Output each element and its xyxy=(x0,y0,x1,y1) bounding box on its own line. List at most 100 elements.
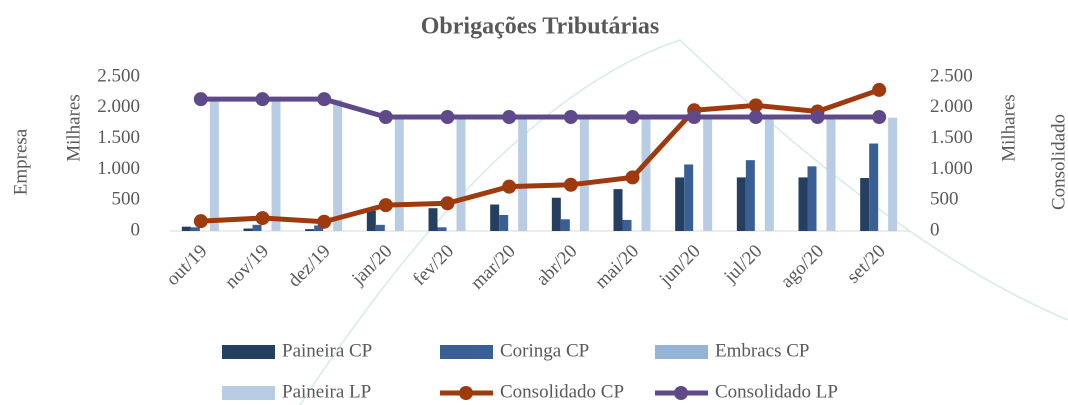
legend-label: Coringa CP xyxy=(500,340,589,361)
bar xyxy=(579,117,589,231)
line-marker xyxy=(440,196,455,211)
x-tick-label: fev/20 xyxy=(409,241,458,290)
x-tick-label: nov/19 xyxy=(221,241,273,293)
y-tick-label: 1.000 xyxy=(97,158,140,179)
line-marker xyxy=(317,214,332,229)
bar xyxy=(745,160,755,231)
line-marker xyxy=(255,211,270,226)
legend-label: Embracs CP xyxy=(715,340,809,361)
bar xyxy=(888,117,898,231)
bar xyxy=(560,219,570,231)
x-tick-label: abr/20 xyxy=(532,241,581,290)
bar xyxy=(252,224,262,231)
legend-marker xyxy=(674,386,688,400)
bar xyxy=(305,229,315,231)
bar xyxy=(190,227,200,231)
y2-tick-label: 500 xyxy=(930,189,959,210)
line-marker xyxy=(872,82,887,97)
legend-label: Paineira CP xyxy=(282,340,372,361)
y-tick-label: 1.500 xyxy=(97,127,140,148)
bar xyxy=(181,226,191,231)
bar xyxy=(333,99,343,232)
bar xyxy=(798,177,808,231)
bar xyxy=(613,189,623,231)
line xyxy=(200,87,880,225)
bar xyxy=(764,117,774,231)
line-marker xyxy=(625,170,640,185)
bar xyxy=(490,204,500,231)
line-marker xyxy=(255,92,270,107)
bar xyxy=(394,117,404,231)
legend-label: Consolidado CP xyxy=(500,381,624,402)
legend-swatch xyxy=(222,386,275,400)
line-marker xyxy=(748,98,763,113)
bar xyxy=(314,225,324,231)
bar xyxy=(860,178,870,231)
line-marker xyxy=(748,110,763,125)
background-decoration xyxy=(299,39,1068,405)
legend-swatch xyxy=(222,345,275,359)
x-tick-label: dez/19 xyxy=(284,241,335,292)
line-marker xyxy=(378,110,393,125)
line-marker xyxy=(317,92,332,107)
bar xyxy=(499,214,509,231)
line-marker xyxy=(687,110,702,125)
y-axis-unit: Milhares xyxy=(63,94,84,162)
bar xyxy=(366,210,376,231)
legend-swatch xyxy=(440,345,493,359)
line-marker xyxy=(563,177,578,192)
y-axis-title: Empresa xyxy=(10,128,31,195)
bar xyxy=(826,117,836,231)
y2-tick-label: 1.000 xyxy=(930,158,973,179)
line-marker xyxy=(502,110,517,125)
x-tick-label: jul/20 xyxy=(720,241,767,288)
bar xyxy=(271,99,281,232)
bar xyxy=(736,177,746,231)
y-tick-label: 2.500 xyxy=(97,65,140,86)
line-marker xyxy=(563,110,578,125)
x-tick-label: set/20 xyxy=(843,241,890,288)
bar xyxy=(551,197,561,231)
x-tick-label: out/19 xyxy=(162,241,211,290)
y-tick-label: 0 xyxy=(131,219,141,240)
x-tick-label: ago/20 xyxy=(777,241,828,292)
legend-swatch xyxy=(655,345,708,359)
bar xyxy=(675,177,685,231)
legend-label: Consolidado LP xyxy=(715,381,838,402)
bar xyxy=(518,117,528,231)
bar xyxy=(437,227,447,231)
bar xyxy=(375,224,385,231)
line-marker xyxy=(193,214,208,229)
y2-axis-title: Consolidado xyxy=(1048,114,1068,210)
x-tick-label: mar/20 xyxy=(467,241,520,294)
line-marker xyxy=(193,92,208,107)
bar xyxy=(703,117,713,231)
line-marker xyxy=(872,110,887,125)
bar xyxy=(456,117,466,231)
y-tick-label: 2.000 xyxy=(97,96,140,117)
bar xyxy=(641,117,651,231)
x-tick-label: jun/20 xyxy=(655,241,705,291)
line-marker xyxy=(378,198,393,213)
bar xyxy=(209,99,219,232)
x-tick-label: jan/20 xyxy=(347,241,396,290)
y2-axis-unit: Milhares xyxy=(998,94,1019,162)
line xyxy=(200,96,880,120)
line-marker xyxy=(810,110,825,125)
y-tick-label: 500 xyxy=(112,189,141,210)
legend-label: Paineira LP xyxy=(282,381,371,402)
bar xyxy=(622,219,632,231)
bar xyxy=(684,164,694,231)
bar xyxy=(243,228,253,231)
legend-marker xyxy=(459,386,473,400)
chart-title: Obrigações Tributárias xyxy=(421,14,659,40)
y2-tick-label: 2.000 xyxy=(930,96,973,117)
line-marker xyxy=(625,110,640,125)
bar xyxy=(869,143,879,231)
line-marker xyxy=(502,179,517,194)
y2-tick-label: 0 xyxy=(930,219,940,240)
y2-tick-label: 2.500 xyxy=(930,65,973,86)
bar xyxy=(428,208,438,231)
bar xyxy=(807,166,817,231)
